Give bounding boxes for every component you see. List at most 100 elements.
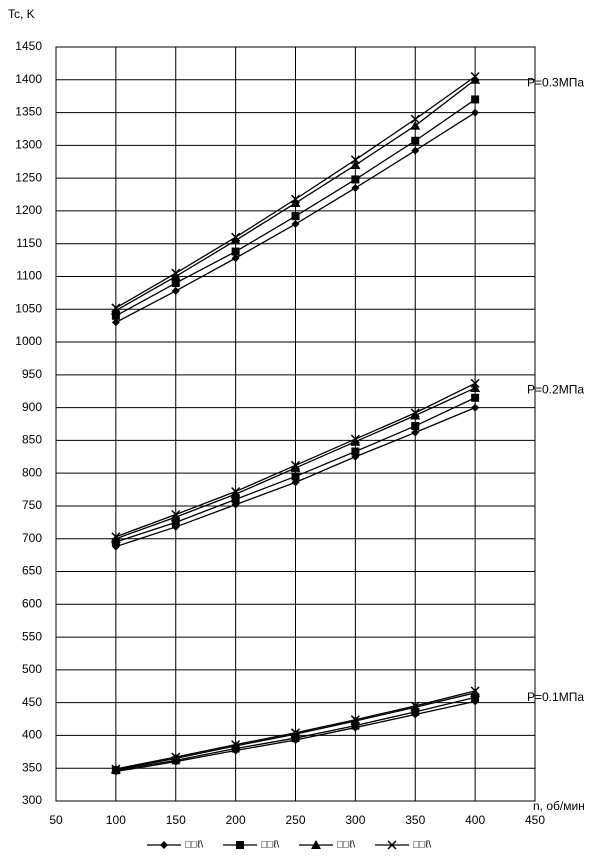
marker [410,120,421,130]
marker [411,421,420,430]
marker [111,532,121,542]
marker [291,472,300,481]
marker [351,721,360,730]
marker [111,303,121,313]
marker [111,318,120,327]
marker [231,247,240,256]
y-tick-label: 1000 [15,334,42,348]
y-tick-label: 650 [22,564,42,578]
marker [111,311,120,320]
marker [290,460,301,470]
y-tick-label: 900 [22,400,42,414]
legend-marker [236,841,244,849]
marker [351,183,360,192]
y-tick-label: 1150 [16,236,42,250]
marker [170,512,181,522]
y-tick-label: 550 [22,629,42,643]
y-axis-label: Tc, K [8,7,35,21]
marker [411,428,420,437]
y-tick-label: 1050 [15,301,42,315]
y-tick-label: 1400 [15,72,42,86]
x-tick-label: 150 [166,813,186,827]
legend-marker [387,840,397,850]
legend-label: □□ℓ\ [337,840,355,851]
marker [171,518,180,527]
marker [171,286,180,295]
marker [231,254,240,263]
legend-label: □□ℓ\ [261,840,279,851]
marker [111,764,121,774]
annotation: P=0.3МПа [527,76,584,90]
marker [290,194,301,204]
marker [350,434,360,444]
marker [471,95,480,104]
y-tick-label: 850 [22,433,42,447]
y-tick-label: 1300 [15,138,42,152]
x-tick-label: 450 [525,813,545,827]
marker [350,160,361,170]
marker [411,146,420,155]
marker [231,232,241,242]
annotation: P=0.2МПа [527,383,584,397]
y-tick-label: 1350 [15,105,42,119]
y-tick-label: 300 [22,793,42,807]
marker [411,707,420,716]
y-tick-label: 1100 [16,269,42,283]
marker [110,305,121,315]
marker [110,533,121,543]
y-tick-label: 600 [22,596,42,610]
marker [231,495,240,504]
marker [171,268,181,278]
y-tick-label: 450 [22,695,42,709]
marker [171,509,181,520]
marker [470,378,480,388]
marker [471,693,480,702]
legend-marker [311,840,321,849]
marker [351,447,360,456]
marker [290,462,301,472]
marker [230,235,241,245]
marker [411,136,420,145]
x-tick-label: 50 [49,813,63,827]
y-tick-label: 1250 [15,170,42,184]
y-tick-label: 400 [22,728,42,742]
marker [230,489,241,499]
y-tick-label: 1200 [15,203,42,217]
marker [350,155,360,165]
marker [290,198,301,208]
marker [351,175,360,184]
marker [291,220,300,229]
annotation: P=0.1МПа [527,690,584,704]
marker [470,382,481,392]
y-tick-label: 950 [22,367,42,381]
x-tick-label: 350 [405,813,425,827]
marker [231,740,241,750]
y-tick-label: 350 [22,760,42,774]
plot-frame [55,46,536,802]
legend-label: □□ℓ\ [185,840,203,851]
x-tick-label: 100 [106,813,126,827]
marker [290,728,301,738]
marker [171,279,180,288]
marker [471,108,480,117]
y-tick-label: 800 [22,465,42,479]
y-tick-label: 750 [22,498,42,512]
x-axis-label: n, об/мин [533,799,585,813]
legend-label: □□ℓ\ [413,840,431,851]
marker [470,71,480,82]
marker [231,487,241,497]
x-tick-label: 300 [345,813,365,827]
y-tick-label: 700 [22,531,42,545]
marker [170,271,181,281]
marker [171,752,181,762]
marker [470,686,480,696]
marker [470,687,481,697]
marker [470,74,481,84]
marker [410,701,420,711]
marker [350,436,361,446]
marker [410,408,420,418]
legend-marker [160,841,168,849]
x-tick-label: 200 [226,813,246,827]
marker [291,212,300,221]
